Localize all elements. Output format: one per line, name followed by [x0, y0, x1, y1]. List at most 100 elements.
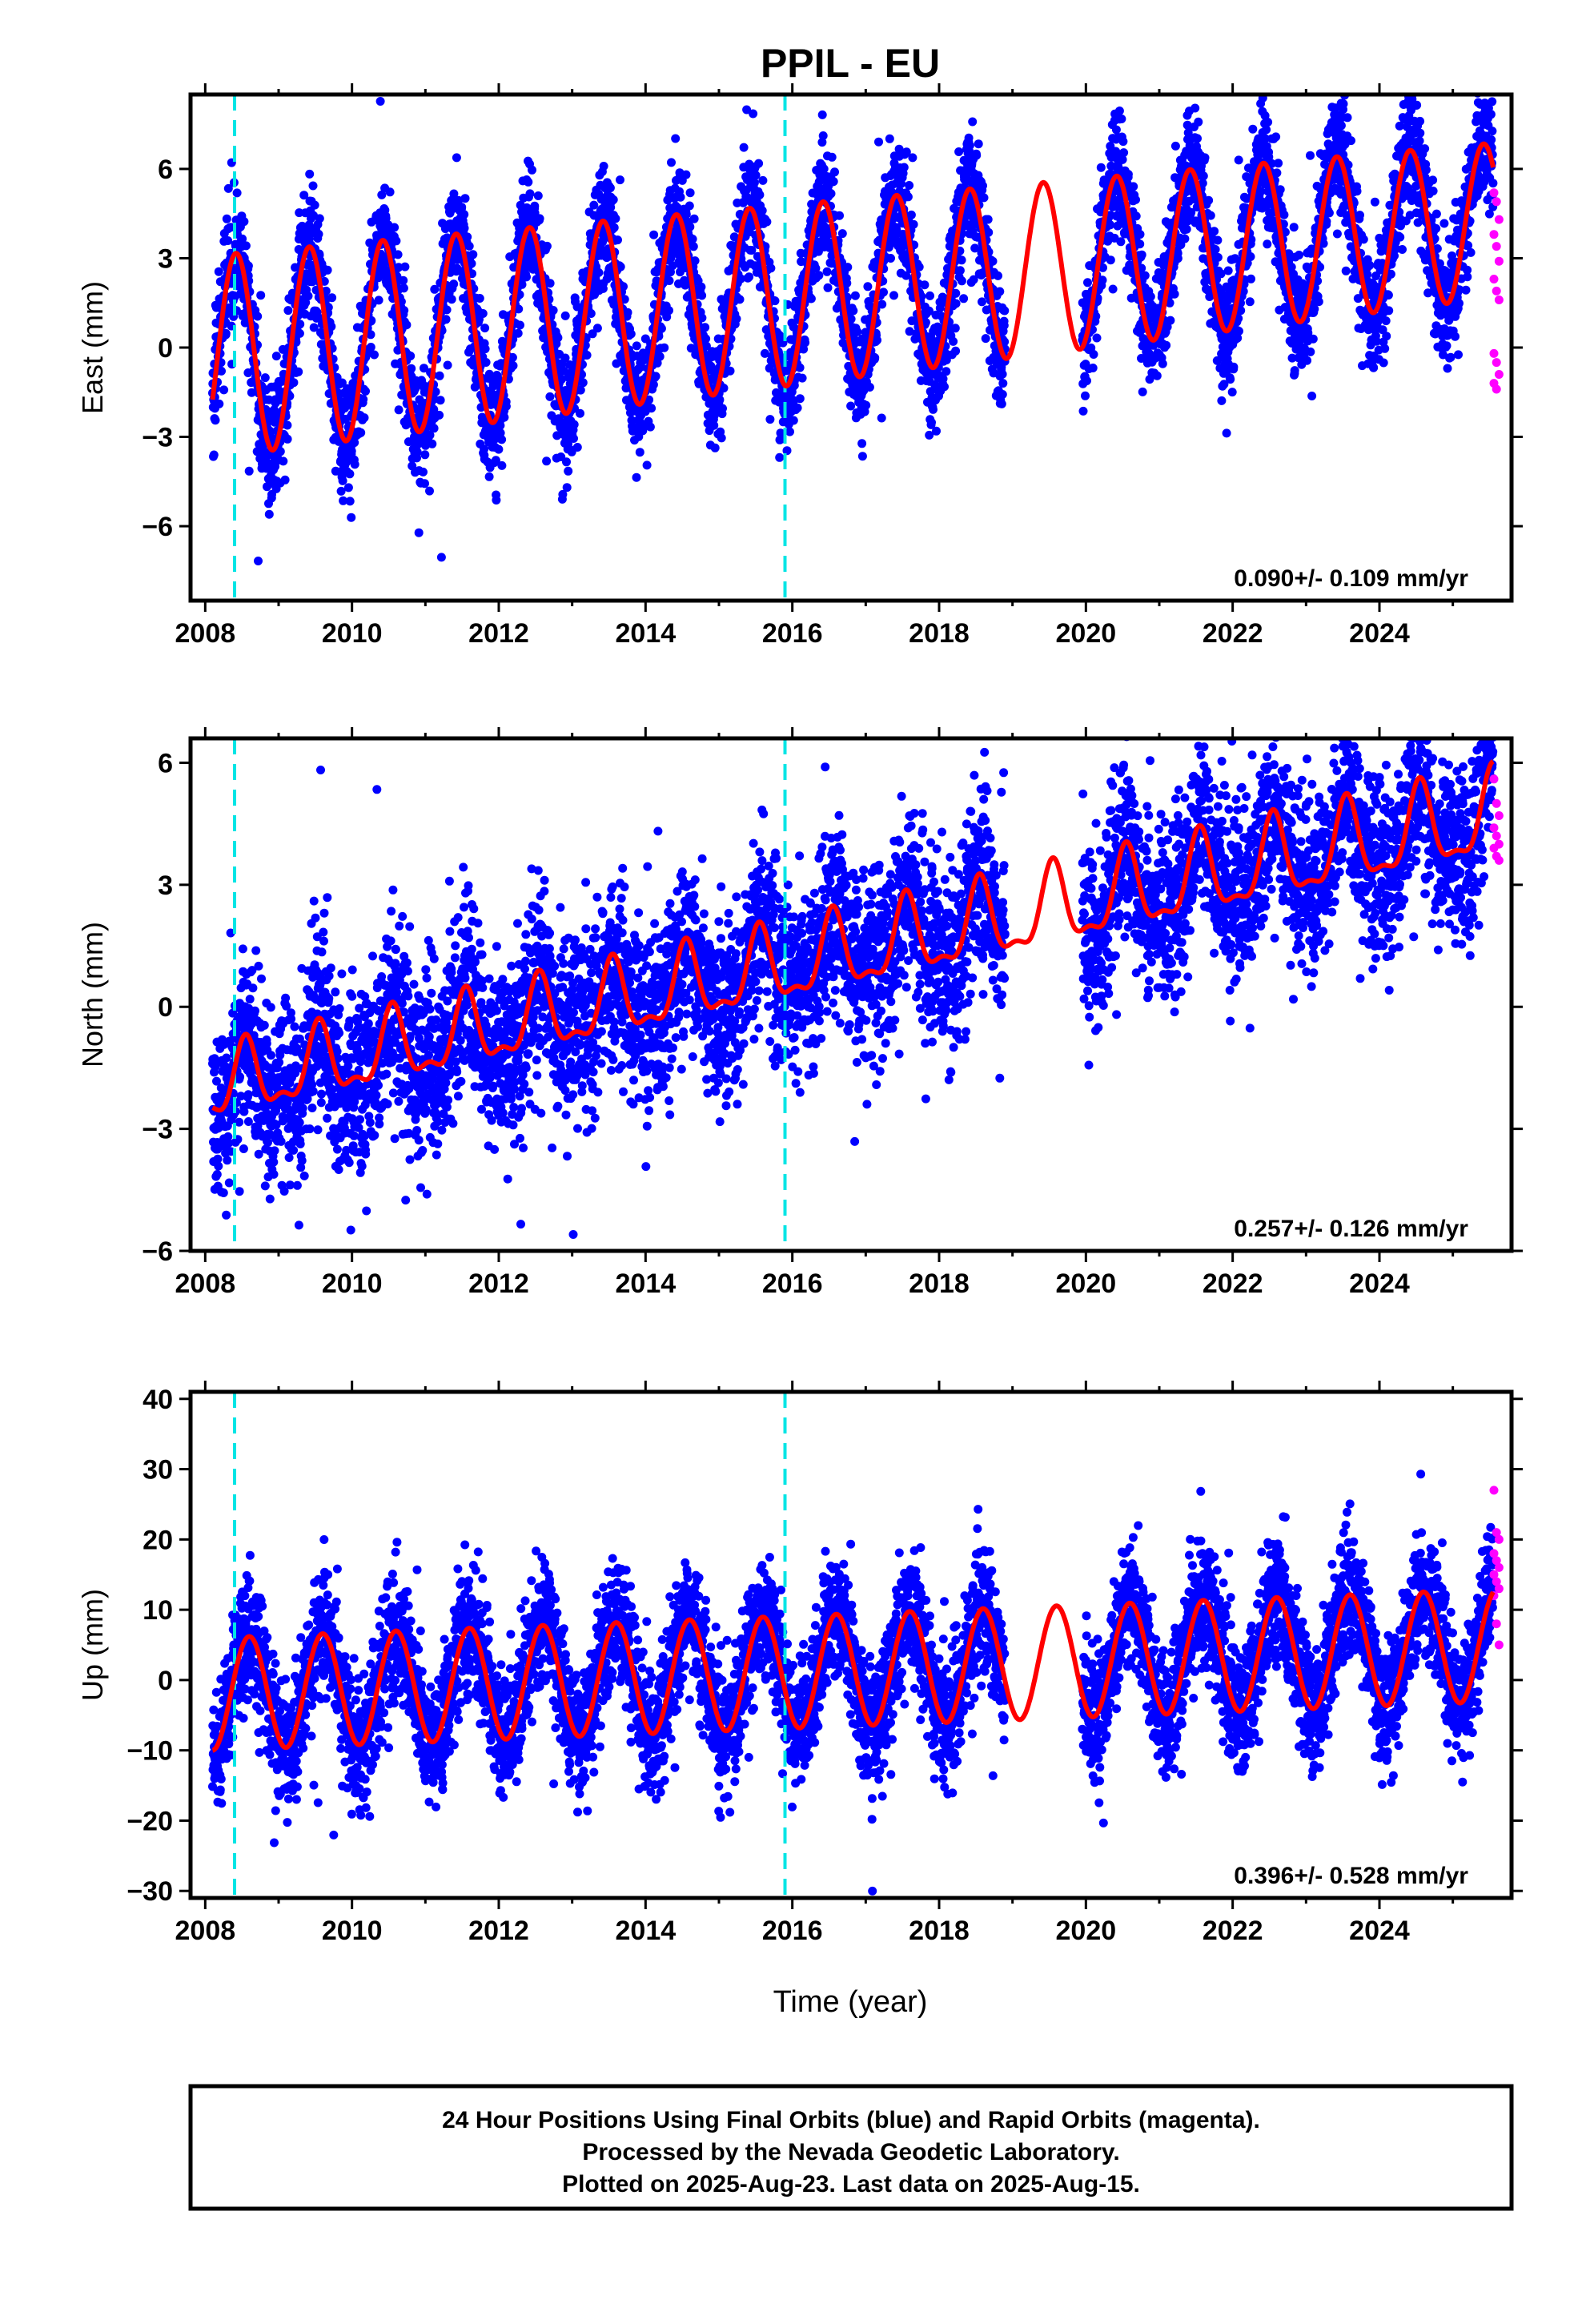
east-data-point	[688, 235, 697, 243]
east-data-point	[690, 256, 700, 266]
east-data-point	[905, 181, 914, 190]
east-data-point	[370, 350, 379, 360]
east-data-point	[749, 109, 758, 119]
east-data-point	[1140, 271, 1150, 280]
east-data-point	[718, 404, 727, 413]
east-data-point	[983, 215, 993, 224]
east-data-point	[599, 162, 608, 171]
east-data-point	[850, 291, 860, 300]
east-data-point	[299, 191, 309, 200]
east-data-point	[399, 283, 408, 293]
east-data-point	[562, 457, 571, 467]
east-data-point	[1098, 275, 1107, 285]
east-data-point	[420, 479, 429, 489]
east-data-point	[942, 367, 951, 376]
east-data-point	[247, 388, 256, 397]
east-data-point	[558, 489, 568, 499]
east-data-point	[762, 217, 772, 227]
east-data-point	[647, 404, 656, 413]
east-data-point	[323, 265, 332, 275]
east-data-point	[542, 241, 552, 251]
east-data-point	[998, 390, 1007, 399]
east-data-point	[1137, 250, 1146, 259]
east-data-point	[545, 392, 555, 401]
east-data-point	[553, 333, 563, 343]
east-plot-area	[208, 78, 1504, 601]
east-data-point	[1271, 132, 1281, 142]
east-data-point	[697, 282, 706, 292]
east-data-point	[407, 364, 416, 373]
east-data-point	[289, 378, 299, 388]
east-data-point	[770, 296, 780, 306]
east-data-point	[758, 175, 768, 185]
east-data-point	[1096, 163, 1106, 172]
east-data-point	[1180, 234, 1190, 243]
east-data-point	[671, 134, 681, 143]
east-data-point	[436, 553, 446, 562]
east-data-point	[797, 373, 807, 383]
east-data-point	[223, 236, 233, 245]
east-data-point	[1146, 292, 1155, 301]
east-data-point	[452, 153, 461, 163]
east-data-point	[347, 513, 356, 522]
east-data-point	[271, 352, 281, 361]
east-data-point	[454, 195, 464, 205]
east-data-point	[1083, 278, 1092, 287]
east-data-point	[345, 469, 355, 479]
east-data-point	[350, 460, 359, 469]
east-data-point	[861, 400, 871, 410]
east-data-point	[419, 467, 428, 476]
east-data-point	[592, 324, 602, 333]
east-data-point	[449, 279, 459, 289]
east-data-point	[1108, 284, 1118, 294]
east-data-point	[256, 291, 266, 300]
east-data-point	[1260, 78, 1269, 87]
east-data-point	[484, 472, 494, 481]
east-data-point	[219, 385, 229, 395]
east-data-point	[468, 250, 478, 259]
east-data-point	[1262, 84, 1271, 93]
east-data-point	[660, 343, 669, 352]
east-data-point	[244, 466, 254, 476]
east-data-point	[243, 261, 253, 271]
east-data-point	[955, 266, 965, 275]
east-data-point	[494, 444, 504, 454]
east-data-point	[1272, 168, 1282, 178]
east-data-point	[214, 267, 223, 276]
east-data-point	[914, 262, 924, 271]
east-data-point	[1158, 359, 1167, 368]
east-data-point	[889, 291, 898, 300]
east-data-point	[709, 420, 719, 430]
east-data-point	[391, 236, 401, 246]
east-data-point	[685, 188, 695, 198]
east-data-point	[995, 287, 1005, 296]
east-data-point	[576, 408, 584, 418]
east-data-point	[280, 475, 290, 485]
east-data-point	[717, 433, 726, 443]
east-data-point	[420, 450, 430, 460]
east-data-point	[327, 322, 336, 332]
east-data-point	[1118, 137, 1128, 147]
east-data-point	[899, 163, 909, 172]
east-data-point	[412, 447, 422, 456]
east-data-point	[524, 177, 533, 187]
east-data-point	[394, 263, 404, 272]
east-data-point	[400, 306, 409, 316]
east-data-point	[1213, 252, 1223, 262]
east-data-point	[1162, 340, 1171, 350]
east-data-point	[399, 275, 408, 285]
east-data-point	[460, 194, 470, 203]
east-data-point	[1199, 171, 1208, 181]
east-data-point	[814, 271, 824, 280]
east-data-point	[635, 448, 644, 457]
east-data-point	[951, 346, 961, 356]
east-data-point	[1234, 155, 1243, 165]
east-data-point	[632, 472, 641, 482]
east-data-point	[886, 254, 895, 263]
east-data-point	[1081, 391, 1090, 400]
east-data-point	[755, 190, 765, 199]
east-data-point	[775, 452, 785, 462]
east-data-point	[314, 229, 323, 239]
east-data-point	[965, 141, 974, 151]
